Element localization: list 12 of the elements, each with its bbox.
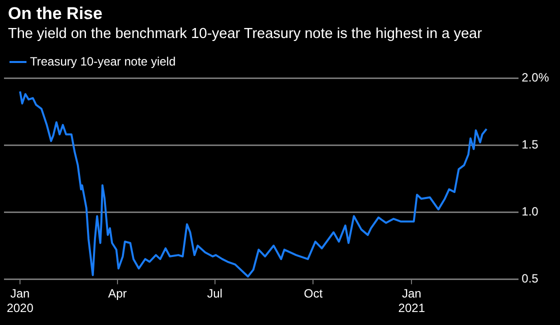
x-tick-label: Oct — [304, 286, 324, 301]
x-tick-label: Jan 2020 — [6, 286, 34, 316]
y-tick-label: 2.0% — [522, 70, 550, 84]
x-tick-label: Jan 2021 — [398, 286, 426, 316]
chart-subtitle: The yield on the benchmark 10-year Treasury note is the highest in a year — [8, 26, 482, 42]
y-tick-label: 0.5 — [522, 272, 539, 286]
y-tick-label: 1.5 — [522, 137, 539, 152]
chart-title: On the Rise — [8, 4, 102, 24]
y-tick-label: 1.0 — [522, 204, 539, 218]
legend-label: Treasury 10-year note yield — [30, 54, 176, 68]
x-tick-label: Apr — [108, 286, 127, 301]
x-tick-label: Jul — [207, 286, 222, 301]
